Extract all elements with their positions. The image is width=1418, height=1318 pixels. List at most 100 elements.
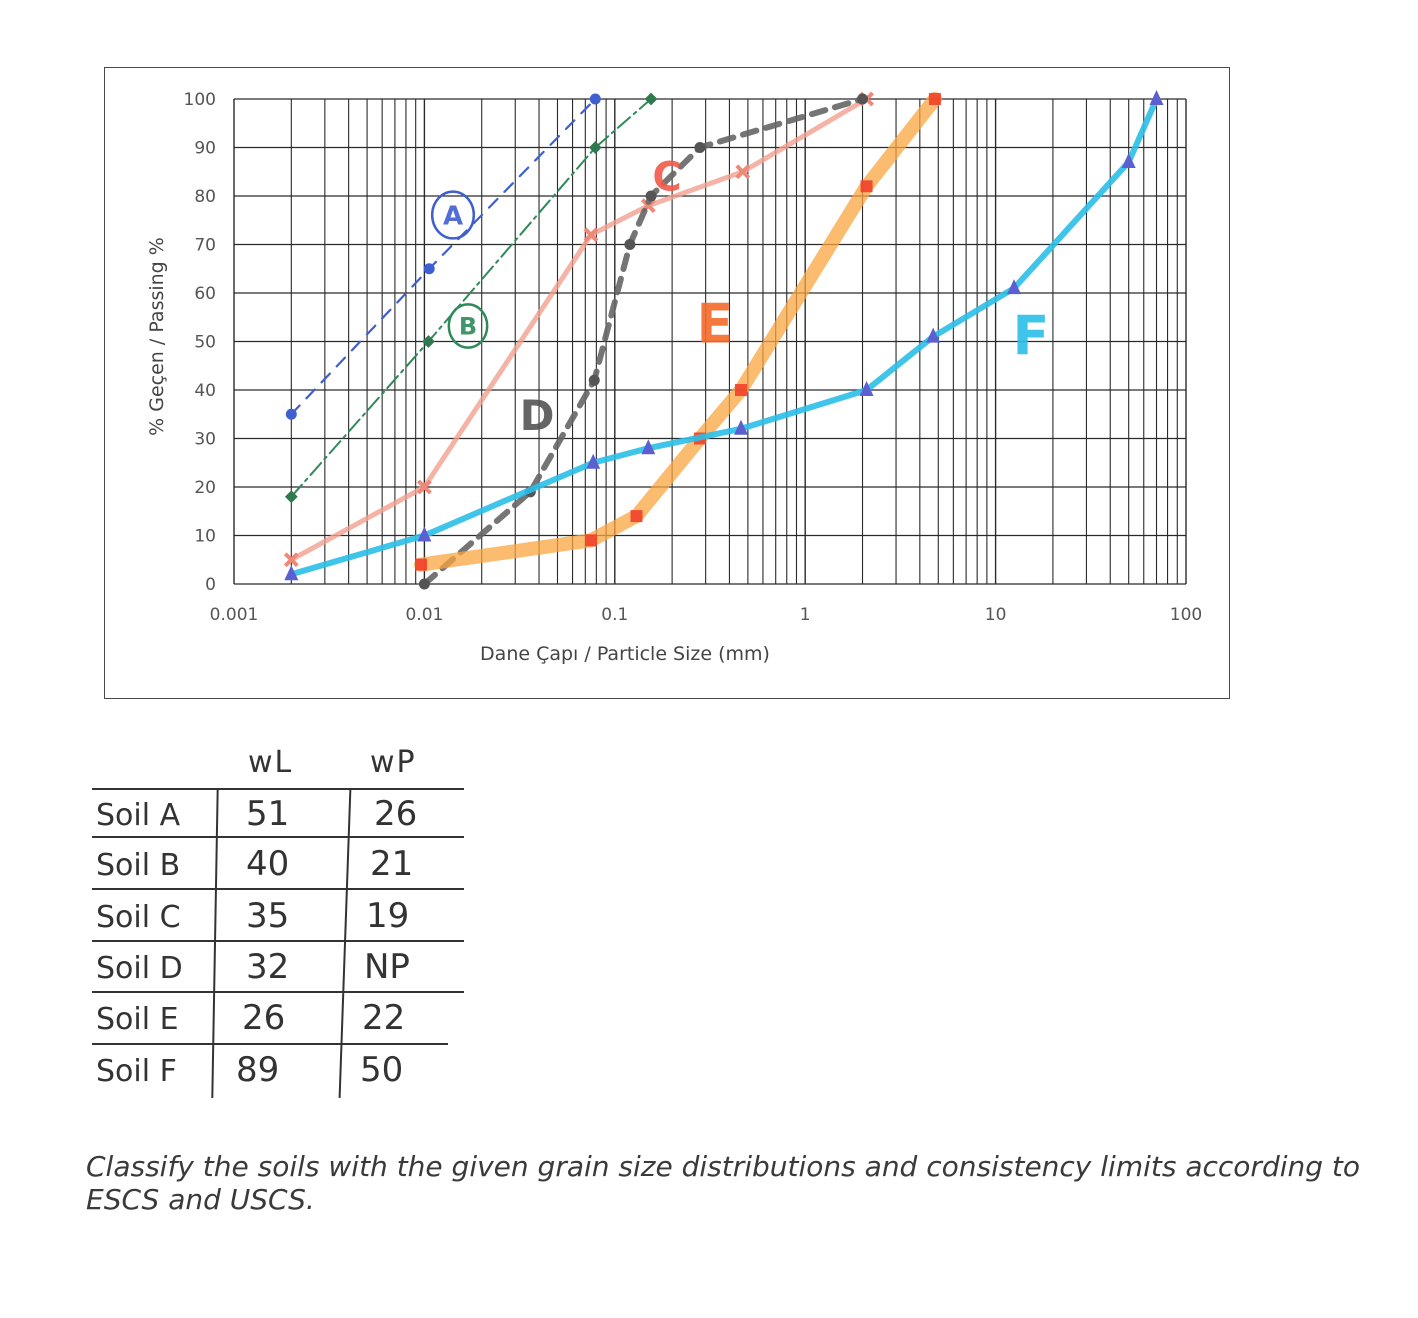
curve-label-c: C — [652, 154, 681, 200]
soil-name: Soil E — [96, 1002, 179, 1037]
y-tick-label: 10 — [194, 527, 216, 547]
series-f — [284, 90, 1164, 581]
table-rule — [92, 788, 464, 790]
grid — [233, 98, 1187, 585]
data-point-marker — [735, 164, 751, 180]
data-point-marker — [588, 141, 602, 154]
y-tick-label: 0 — [205, 575, 216, 595]
wl-value: 89 — [236, 1050, 280, 1090]
x-tick-label: 100 — [1170, 605, 1202, 625]
table-row: Soil C 35 19 — [88, 892, 468, 942]
data-point-marker — [285, 408, 297, 420]
data-point-marker — [422, 335, 435, 348]
table-row: Soil B 40 21 — [88, 840, 468, 890]
x-axis-title: Dane Çapı / Particle Size (mm) — [480, 643, 770, 665]
table-row: Soil F 89 50 — [88, 1046, 468, 1096]
series-b — [284, 92, 658, 504]
curve-label-d: D — [520, 391, 555, 440]
table-rule — [92, 940, 464, 942]
data-point-marker — [1149, 90, 1164, 105]
y-tick-label: 80 — [194, 187, 216, 207]
table-rule — [92, 991, 464, 993]
grain-size-chart: 0 10 20 30 40 50 60 70 80 90 100 0.001 0.01 0.1 1 10 100… — [104, 67, 1230, 699]
y-axis-title: % Geçen / Passing % — [146, 237, 168, 436]
data-point-marker — [859, 381, 874, 396]
table-row: Soil E 26 22 — [88, 994, 468, 1044]
data-point-marker — [588, 374, 600, 386]
y-tick-label: 20 — [194, 478, 216, 498]
x-tick-label: 0.001 — [210, 605, 259, 625]
data-point-marker — [641, 439, 656, 455]
wp-value: 19 — [366, 896, 410, 936]
table-rule — [92, 888, 464, 890]
data-point-marker — [418, 578, 430, 590]
data-point-marker — [1007, 279, 1022, 295]
svg-text:B: B — [459, 313, 477, 341]
wp-value: 26 — [374, 794, 418, 834]
data-point-marker — [624, 239, 636, 250]
data-point-marker — [283, 552, 299, 568]
soil-name: Soil D — [96, 951, 183, 986]
svg-text:F: F — [1013, 304, 1050, 367]
soil-name: Soil F — [96, 1054, 177, 1089]
data-point-marker — [1121, 153, 1136, 169]
y-tick-label: 90 — [194, 139, 216, 159]
y-tick-label: 100 — [184, 90, 216, 110]
wp-value: NP — [364, 947, 410, 987]
svg-text:E: E — [697, 292, 734, 355]
x-tick-label: 1 — [800, 605, 811, 625]
wp-value: 21 — [370, 844, 414, 884]
data-point-marker — [416, 479, 432, 495]
data-point-marker — [585, 534, 598, 547]
data-point-marker — [928, 93, 941, 105]
y-tick-label: 50 — [194, 333, 216, 353]
table-row: Soil D 32 NP — [88, 943, 468, 993]
header-wl: wL — [248, 745, 294, 780]
svg-text:D: D — [520, 391, 555, 440]
soil-name: Soil B — [96, 848, 181, 883]
svg-text:A: A — [443, 201, 463, 231]
data-point-marker — [589, 93, 601, 105]
y-tick-label: 40 — [194, 381, 216, 401]
data-point-marker — [423, 263, 435, 275]
wp-value: 22 — [362, 998, 406, 1038]
wl-value: 40 — [246, 844, 290, 884]
table-row: Soil A 51 26 — [88, 790, 468, 840]
data-point-marker — [857, 93, 869, 105]
data-point-marker — [284, 565, 299, 581]
table-rule — [92, 1043, 448, 1045]
data-point-marker — [284, 490, 298, 504]
data-point-marker — [694, 142, 706, 153]
curve-label-b: B — [447, 303, 489, 349]
wp-value: 50 — [360, 1050, 404, 1090]
data-point-marker — [733, 419, 748, 435]
data-point-marker — [586, 453, 601, 469]
y-tick-label: 30 — [194, 430, 216, 450]
data-point-marker — [734, 384, 747, 396]
curve-label-e: E — [697, 292, 734, 355]
data-point-marker — [860, 180, 873, 193]
soil-name: Soil A — [96, 798, 181, 833]
data-point-marker — [583, 227, 599, 243]
instruction-text: Classify the soils with the given grain … — [86, 1150, 1361, 1216]
series-a — [285, 93, 601, 420]
wl-value: 51 — [246, 794, 290, 834]
x-tick-label: 10 — [985, 605, 1007, 625]
data-point-marker — [415, 558, 428, 571]
curve-label-a: A — [430, 190, 476, 240]
curve-label-f: F — [1013, 304, 1050, 367]
header-wp: wP — [370, 745, 417, 780]
y-tick-label: 60 — [194, 284, 216, 304]
data-point-marker — [630, 510, 643, 523]
data-point-marker — [417, 526, 432, 542]
chart-canvas: 0 10 20 30 40 50 60 70 80 90 100 0.001 0.01 0.1 1 10 100… — [146, 90, 1202, 665]
x-tick-label: 0.01 — [405, 605, 443, 625]
wl-value: 32 — [246, 947, 290, 987]
data-point-marker — [645, 190, 657, 202]
wl-value: 35 — [246, 896, 290, 936]
soil-name: Soil C — [96, 900, 181, 935]
wl-value: 26 — [242, 998, 286, 1038]
svg-text:C: C — [652, 154, 681, 200]
data-point-marker — [926, 327, 941, 343]
x-tick-label: 0.1 — [601, 605, 628, 625]
